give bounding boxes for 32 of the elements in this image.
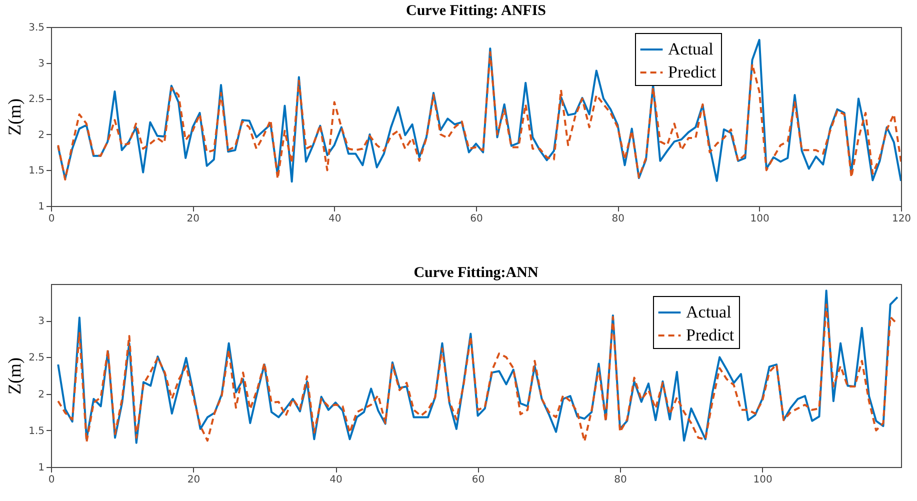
y-tick-label: 2.5: [28, 352, 44, 364]
y-tick-label: 1: [38, 462, 44, 474]
y-tick-label: 1.5: [28, 426, 44, 437]
legend-label: Actual: [686, 302, 732, 322]
y-tick-label: 2: [38, 130, 44, 141]
legend-label: Predict: [668, 62, 716, 82]
y-tick-label: 3: [38, 316, 44, 328]
chart-title: Curve Fitting: ANFIS: [406, 3, 546, 19]
y-tick-label: 3: [38, 58, 44, 70]
x-tick-label: 60: [470, 214, 483, 224]
x-tick-label: 20: [186, 214, 200, 224]
y-tick-label: 3.5: [28, 22, 44, 34]
y-tick-label: 2: [38, 389, 44, 400]
y-tick-label: 2.5: [28, 94, 44, 106]
y-tick-label: 1: [38, 202, 44, 212]
chart-title: Curve Fitting:ANN: [414, 265, 538, 281]
y-tick-label: 1.5: [28, 166, 44, 177]
x-tick-label: 80: [612, 214, 625, 224]
legend-label: Actual: [668, 40, 714, 58]
x-tick-label: 0: [48, 474, 55, 486]
y-axis-title: Z(m): [4, 358, 25, 394]
y-axis-title: Z(m): [4, 98, 25, 136]
x-tick-label: 100: [750, 214, 770, 224]
x-tick-label: 120: [892, 214, 912, 224]
x-tick-label: 40: [330, 474, 342, 486]
x-tick-label: 60: [472, 474, 485, 486]
x-tick-label: 100: [753, 474, 772, 486]
x-tick-label: 40: [328, 214, 342, 224]
x-tick-label: 80: [614, 474, 627, 486]
x-tick-label: 20: [187, 474, 200, 486]
legend-label: Predict: [686, 326, 734, 344]
x-tick-label: 0: [48, 214, 55, 224]
